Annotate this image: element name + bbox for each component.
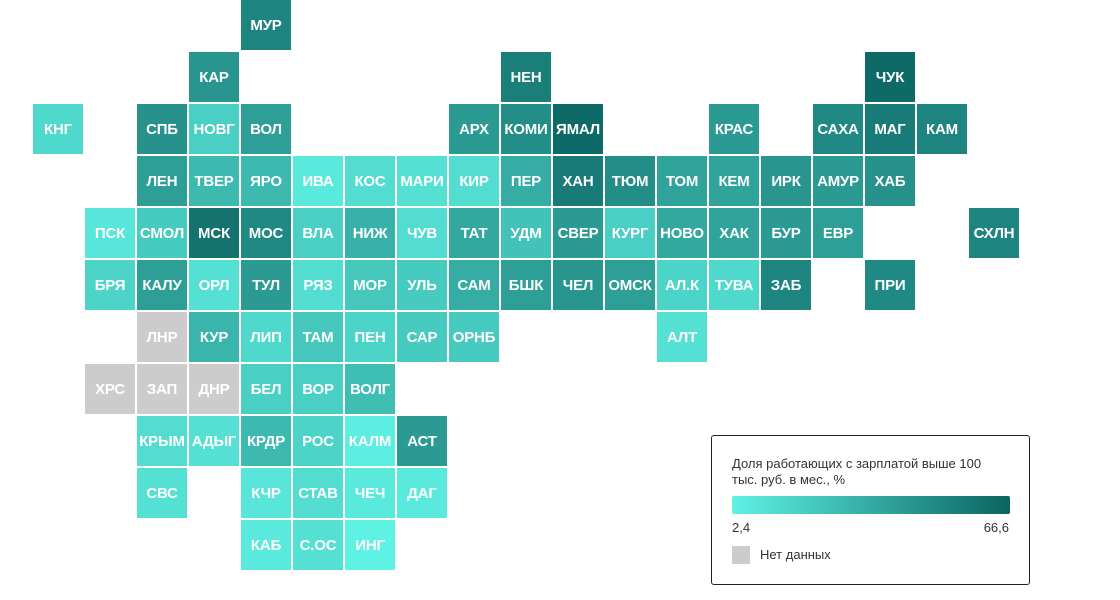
region-tile-АСТ[interactable]: АСТ (397, 416, 447, 466)
region-tile-КРЫМ[interactable]: КРЫМ (137, 416, 187, 466)
region-tile-АРХ[interactable]: АРХ (449, 104, 499, 154)
region-tile-МСК[interactable]: МСК (189, 208, 239, 258)
region-tile-НОВГ[interactable]: НОВГ (189, 104, 239, 154)
region-tile-ТУЛ[interactable]: ТУЛ (241, 260, 291, 310)
region-tile-ТАМ[interactable]: ТАМ (293, 312, 343, 362)
legend-no-data-label: Нет данных (760, 547, 831, 562)
region-tile-БЕЛ[interactable]: БЕЛ (241, 364, 291, 414)
region-tile-ПЕН[interactable]: ПЕН (345, 312, 395, 362)
region-tile-МАРИ[interactable]: МАРИ (397, 156, 447, 206)
region-tile-КАР[interactable]: КАР (189, 52, 239, 102)
region-tile-БРЯ[interactable]: БРЯ (85, 260, 135, 310)
region-tile-НОВО[interactable]: НОВО (657, 208, 707, 258)
region-tile-КЕМ[interactable]: КЕМ (709, 156, 759, 206)
region-tile-КАЛУ[interactable]: КАЛУ (137, 260, 187, 310)
region-tile-ВОР[interactable]: ВОР (293, 364, 343, 414)
region-tile-ЕВР[interactable]: ЕВР (813, 208, 863, 258)
region-tile-ИНГ[interactable]: ИНГ (345, 520, 395, 570)
region-tile-ЛНР[interactable]: ЛНР (137, 312, 187, 362)
region-tile-ДАГ[interactable]: ДАГ (397, 468, 447, 518)
region-tile-КАБ[interactable]: КАБ (241, 520, 291, 570)
legend-title: Доля работающих с зарплатой выше 100 тыс… (732, 456, 982, 487)
region-tile-КОМИ[interactable]: КОМИ (501, 104, 551, 154)
region-tile-ТОМ[interactable]: ТОМ (657, 156, 707, 206)
region-tile-СВС[interactable]: СВС (137, 468, 187, 518)
legend: Доля работающих с зарплатой выше 100 тыс… (711, 435, 1030, 585)
region-tile-ТЮМ[interactable]: ТЮМ (605, 156, 655, 206)
region-tile-ОРНБ[interactable]: ОРНБ (449, 312, 499, 362)
region-tile-ХАН[interactable]: ХАН (553, 156, 603, 206)
region-tile-АЛТ[interactable]: АЛТ (657, 312, 707, 362)
region-tile-ТАТ[interactable]: ТАТ (449, 208, 499, 258)
region-tile-ЗАБ[interactable]: ЗАБ (761, 260, 811, 310)
region-tile-КИР[interactable]: КИР (449, 156, 499, 206)
region-tile-ВОЛГ[interactable]: ВОЛГ (345, 364, 395, 414)
region-tile-ПЕР[interactable]: ПЕР (501, 156, 551, 206)
legend-no-data-swatch (732, 546, 750, 564)
region-tile-ЧЕЧ[interactable]: ЧЕЧ (345, 468, 395, 518)
region-tile-ЧЕЛ[interactable]: ЧЕЛ (553, 260, 603, 310)
region-tile-ВОЛ[interactable]: ВОЛ (241, 104, 291, 154)
region-tile-КОС[interactable]: КОС (345, 156, 395, 206)
region-tile-СТАВ[interactable]: СТАВ (293, 468, 343, 518)
region-tile-СМОЛ[interactable]: СМОЛ (137, 208, 187, 258)
region-tile-ТУВА[interactable]: ТУВА (709, 260, 759, 310)
region-tile-КРАС[interactable]: КРАС (709, 104, 759, 154)
region-tile-КУРГ[interactable]: КУРГ (605, 208, 655, 258)
region-tile-ЯРО[interactable]: ЯРО (241, 156, 291, 206)
region-tile-УЛЬ[interactable]: УЛЬ (397, 260, 447, 310)
region-tile-АЛ.К[interactable]: АЛ.К (657, 260, 707, 310)
region-tile-СХЛН[interactable]: СХЛН (969, 208, 1019, 258)
region-tile-ИРК[interactable]: ИРК (761, 156, 811, 206)
region-tile-КЧР[interactable]: КЧР (241, 468, 291, 518)
region-tile-НЕН[interactable]: НЕН (501, 52, 551, 102)
region-tile-МУР[interactable]: МУР (241, 0, 291, 50)
legend-min-label: 2,4 (732, 520, 751, 535)
region-tile-ЛЕН[interactable]: ЛЕН (137, 156, 187, 206)
region-tile-МАГ[interactable]: МАГ (865, 104, 915, 154)
region-tile-КУР[interactable]: КУР (189, 312, 239, 362)
region-tile-МОР[interactable]: МОР (345, 260, 395, 310)
legend-color-scale (732, 496, 1010, 514)
region-tile-МОС[interactable]: МОС (241, 208, 291, 258)
region-tile-НИЖ[interactable]: НИЖ (345, 208, 395, 258)
region-tile-ЧУК[interactable]: ЧУК (865, 52, 915, 102)
region-tile-УДМ[interactable]: УДМ (501, 208, 551, 258)
region-tile-ИВА[interactable]: ИВА (293, 156, 343, 206)
region-tile-КАЛМ[interactable]: КАЛМ (345, 416, 395, 466)
region-tile-РЯЗ[interactable]: РЯЗ (293, 260, 343, 310)
region-tile-СВЕР[interactable]: СВЕР (553, 208, 603, 258)
region-tile-ОМСК[interactable]: ОМСК (605, 260, 655, 310)
region-tile-ОРЛ[interactable]: ОРЛ (189, 260, 239, 310)
region-tile-КАМ[interactable]: КАМ (917, 104, 967, 154)
region-tile-ПСК[interactable]: ПСК (85, 208, 135, 258)
region-tile-САР[interactable]: САР (397, 312, 447, 362)
region-tile-С.ОС[interactable]: С.ОС (293, 520, 343, 570)
legend-max-label: 66,6 (983, 520, 1009, 535)
region-tile-ТВЕР[interactable]: ТВЕР (189, 156, 239, 206)
region-tile-РОС[interactable]: РОС (293, 416, 343, 466)
region-tile-ХАБ[interactable]: ХАБ (865, 156, 915, 206)
region-tile-ХАК[interactable]: ХАК (709, 208, 759, 258)
region-tile-КНГ[interactable]: КНГ (33, 104, 83, 154)
region-tile-САМ[interactable]: САМ (449, 260, 499, 310)
region-tile-ЗАП[interactable]: ЗАП (137, 364, 187, 414)
region-tile-БУР[interactable]: БУР (761, 208, 811, 258)
region-tile-СПБ[interactable]: СПБ (137, 104, 187, 154)
region-tile-АДЫГ[interactable]: АДЫГ (189, 416, 239, 466)
region-tile-ЧУВ[interactable]: ЧУВ (397, 208, 447, 258)
region-tile-ХРС[interactable]: ХРС (85, 364, 135, 414)
region-tile-БШК[interactable]: БШК (501, 260, 551, 310)
region-tile-ЛИП[interactable]: ЛИП (241, 312, 291, 362)
region-tile-ПРИ[interactable]: ПРИ (865, 260, 915, 310)
region-tile-КРДР[interactable]: КРДР (241, 416, 291, 466)
region-tile-ДНР[interactable]: ДНР (189, 364, 239, 414)
region-tile-ЯМАЛ[interactable]: ЯМАЛ (553, 104, 603, 154)
region-tile-АМУР[interactable]: АМУР (813, 156, 863, 206)
region-tile-ВЛА[interactable]: ВЛА (293, 208, 343, 258)
region-tile-САХА[interactable]: САХА (813, 104, 863, 154)
